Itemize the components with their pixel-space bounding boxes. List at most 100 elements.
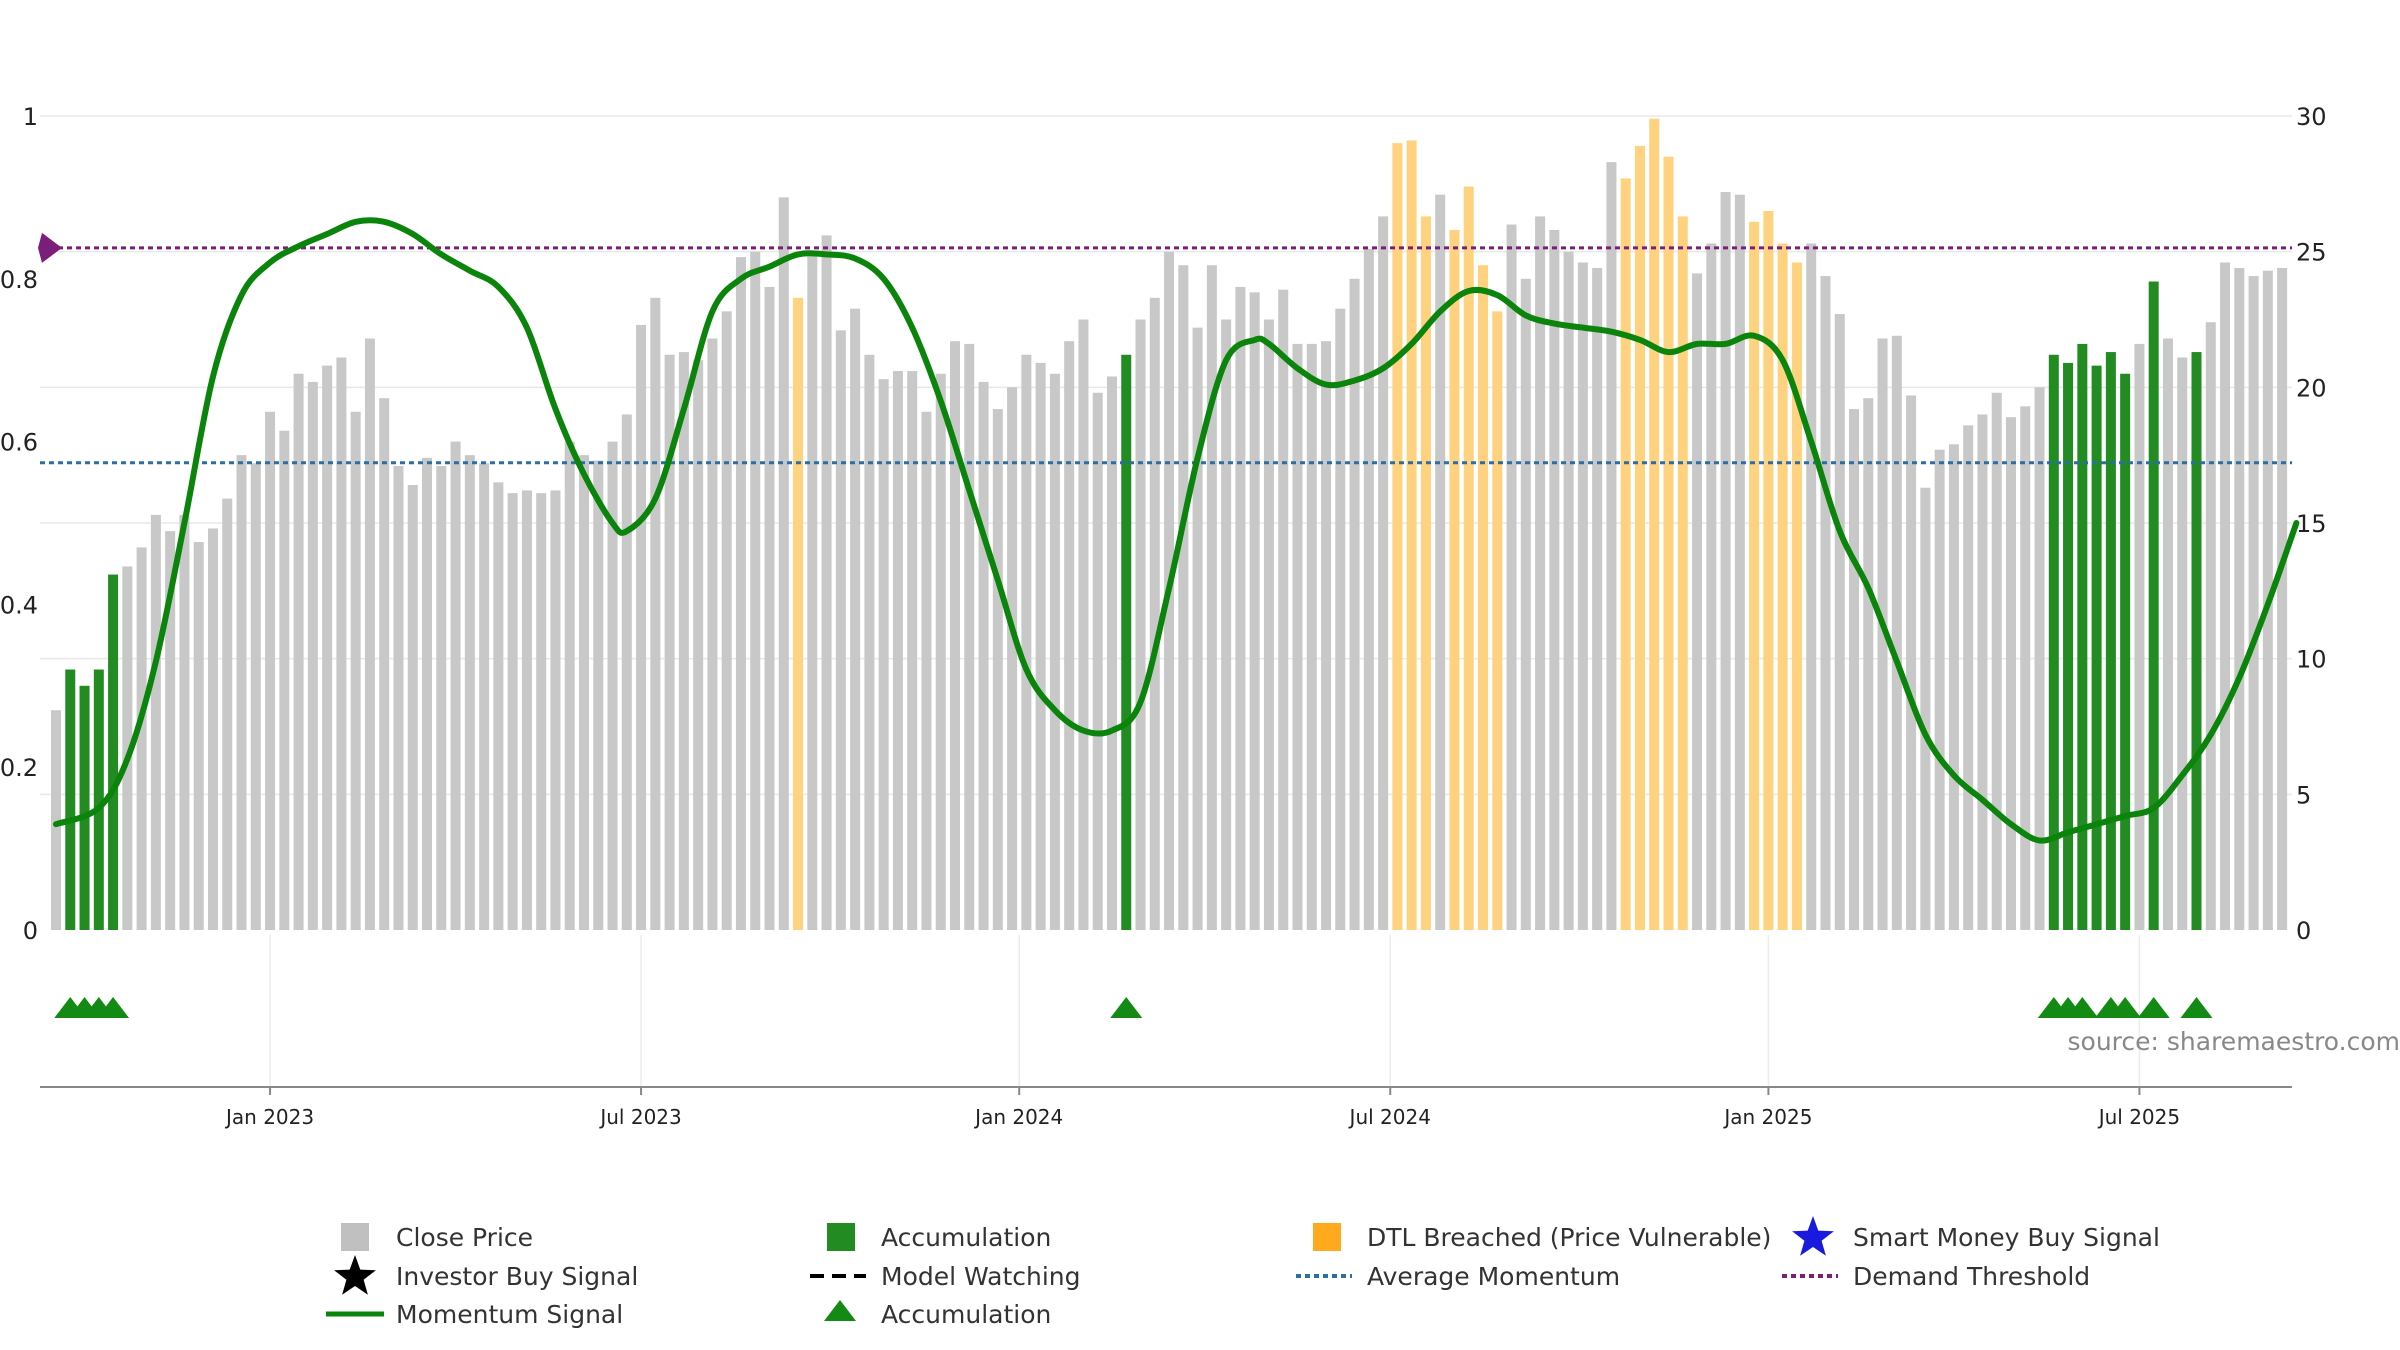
x-tick-label: Jul 2023: [598, 1105, 681, 1129]
close-price-bar: [250, 463, 261, 930]
close-price-bar: [650, 297, 661, 930]
bar-series: [51, 118, 2288, 931]
close-price-bar: [835, 330, 846, 930]
close-price-bar: [864, 354, 875, 931]
right-tick-label: 10: [2296, 646, 2327, 674]
close-price-bar: [2205, 322, 2216, 930]
dtl-breached-bar: [1463, 186, 1474, 931]
close-price-bar: [2177, 357, 2188, 930]
dtl-breached-bar: [1634, 145, 1645, 930]
accumulation-bar: [2063, 362, 2074, 930]
accumulation-bar: [2191, 352, 2202, 930]
close-price-bar: [1563, 251, 1574, 930]
accumulation-triangle: [2137, 997, 2170, 1018]
accumulation-triangle: [1110, 997, 1143, 1018]
close-price-bar: [550, 490, 561, 930]
close-price-bar: [964, 343, 975, 930]
dtl-breached-bar: [1406, 140, 1417, 931]
close-price-bar: [1192, 327, 1203, 930]
close-price-bar: [1606, 162, 1617, 931]
close-price-bar: [935, 373, 946, 930]
demand-threshold-marker: [38, 232, 62, 263]
close-price-bar: [193, 541, 204, 930]
left-tick-label: 0.6: [0, 429, 38, 457]
close-price-bar: [2277, 267, 2288, 930]
accumulation-bar: [2077, 343, 2088, 930]
close-price-bar: [207, 528, 218, 930]
close-price-bar: [307, 381, 318, 930]
dtl-breached-bar: [1649, 118, 1660, 931]
close-price-bar: [1321, 341, 1332, 930]
dtl-breached-bar: [1677, 216, 1688, 931]
accumulation-bar: [1121, 354, 1132, 931]
close-price-bar: [693, 360, 704, 930]
legend-label-accumulation-triangle: Accumulation: [881, 1300, 1051, 1329]
dtl-breached-bar: [1420, 216, 1431, 931]
close-price-bar: [2034, 387, 2045, 930]
close-price-bar: [393, 466, 404, 930]
dtl-breached-bar: [1392, 143, 1403, 931]
legend-item-average-momentum: Average Momentum: [1296, 1262, 1620, 1291]
close-price-bar: [707, 338, 718, 930]
close-price-bar: [293, 373, 304, 930]
close-price-bar: [821, 235, 832, 931]
close-price-bar: [422, 457, 433, 930]
close-price-bar: [1206, 265, 1217, 930]
close-price-bar: [364, 338, 375, 930]
close-price-bar: [1149, 297, 1160, 930]
close-price-bar: [479, 463, 490, 930]
left-tick-label: 0.4: [0, 591, 38, 619]
close-price-bar: [1934, 449, 1945, 930]
close-price-bar: [1178, 265, 1189, 930]
legend-label-average-momentum: Average Momentum: [1367, 1262, 1620, 1291]
close-price-bar: [1592, 267, 1603, 930]
x-tick-label: Jan 2025: [1722, 1105, 1812, 1129]
close-price-bar: [607, 441, 618, 930]
close-price-bar: [1435, 194, 1446, 931]
close-price-swatch: [341, 1223, 369, 1251]
close-price-bar: [921, 411, 932, 931]
legend: Close Price Accumulation DTL Breached (P…: [326, 1216, 2160, 1329]
left-tick-label: 0: [23, 917, 38, 945]
close-price-bar: [2234, 267, 2245, 930]
close-price-bar: [536, 493, 547, 930]
close-price-bar: [336, 357, 347, 930]
close-price-bar: [1877, 338, 1888, 930]
close-price-bar: [2162, 338, 2173, 930]
close-price-bar: [136, 547, 147, 930]
momentum-signal-line: [53, 217, 2300, 844]
close-price-bar: [978, 381, 989, 930]
close-price-bar: [1834, 314, 1845, 930]
accumulation-bar: [2120, 373, 2131, 930]
close-price-bar: [1306, 343, 1317, 930]
close-price-bar: [350, 411, 361, 931]
accumulation-bar: [108, 574, 119, 930]
left-tick-label: 1: [23, 103, 38, 131]
close-price-bar: [950, 341, 961, 930]
close-price-bar: [1863, 398, 1874, 931]
accumulation-bar: [93, 669, 104, 930]
close-price-bar: [1021, 354, 1032, 931]
close-price-bar: [1135, 319, 1146, 930]
close-price-bar: [1335, 308, 1346, 930]
dtl-breached-bar: [793, 297, 804, 930]
x-axis-ticks: Jan 2023 Jul 2023 Jan 2024 Jul 2024 Jan 2025…: [224, 1087, 2180, 1129]
close-price-bar: [493, 482, 504, 930]
close-price-bar: [379, 398, 390, 931]
close-price-bar: [636, 324, 647, 931]
close-price-bar: [764, 286, 775, 930]
close-price-bar: [578, 455, 589, 930]
close-price-bar: [2248, 276, 2259, 930]
right-tick-label: 20: [2296, 374, 2327, 402]
legend-label-model-watching: Model Watching: [881, 1262, 1081, 1291]
accumulation-bar: [2048, 354, 2059, 931]
close-price-bar: [564, 441, 575, 930]
x-tick-label: Jan 2023: [224, 1105, 314, 1129]
close-price-bar: [150, 514, 161, 930]
close-price-bar: [1891, 335, 1902, 930]
dtl-breached-bar: [1478, 265, 1488, 930]
close-price-bar: [678, 352, 689, 930]
close-price-bar: [892, 371, 903, 930]
accumulation-triangles: [54, 997, 2213, 1018]
legend-label-accumulation-bar: Accumulation: [881, 1223, 1051, 1252]
